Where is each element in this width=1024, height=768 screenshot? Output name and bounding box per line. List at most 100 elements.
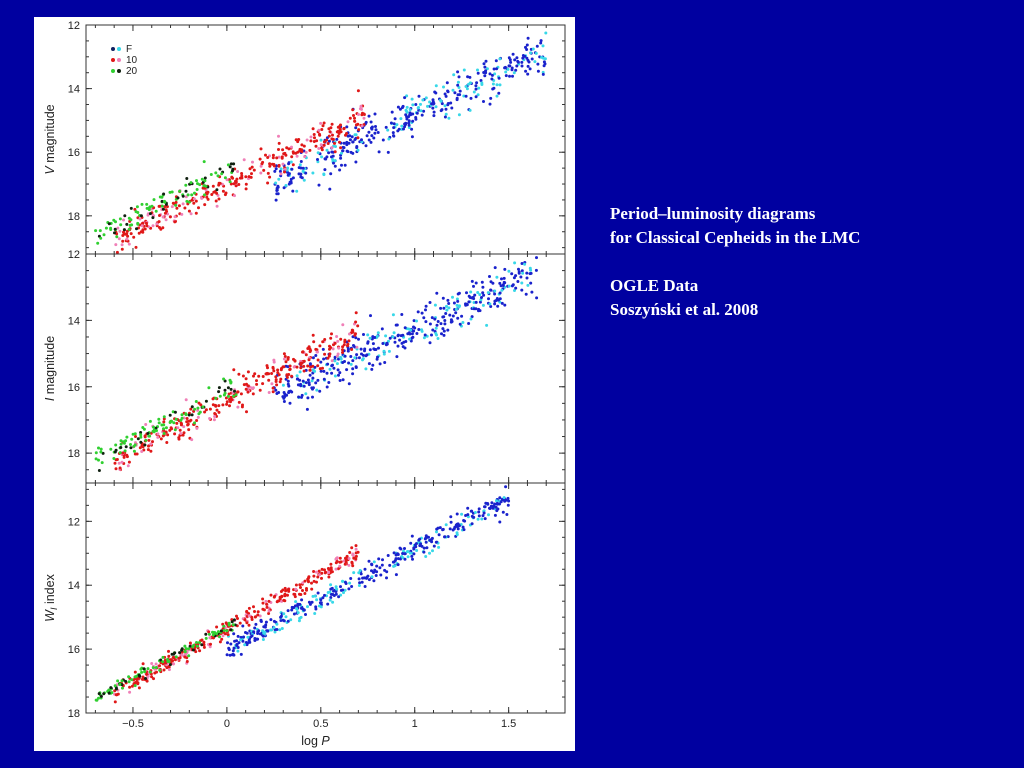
point-10 <box>253 610 256 613</box>
point-F <box>455 531 459 535</box>
point-F <box>367 130 371 134</box>
point-10 <box>223 193 227 197</box>
point-F <box>521 56 525 60</box>
point-20 <box>129 218 133 222</box>
point-F <box>354 160 358 164</box>
point-20 <box>214 171 218 175</box>
point-10 <box>226 633 230 637</box>
point-10 <box>183 206 187 210</box>
point-F <box>497 91 501 95</box>
point-F <box>467 294 471 298</box>
point-10 <box>303 155 307 159</box>
point-20 <box>120 683 124 687</box>
point-10 <box>173 658 177 662</box>
point-10 <box>306 577 310 581</box>
point-20 <box>142 427 146 431</box>
point-20 <box>119 223 123 227</box>
point-10 <box>341 323 345 327</box>
point-F <box>296 377 300 381</box>
point-20 <box>115 687 118 691</box>
point-F <box>514 286 518 290</box>
point-F <box>443 535 447 539</box>
point-10 <box>283 586 287 590</box>
point-10 <box>141 662 145 666</box>
point-10 <box>314 570 318 574</box>
point-F <box>431 328 435 332</box>
legend-label-10: 10 <box>126 55 138 66</box>
point-F <box>306 378 310 382</box>
point-10 <box>333 341 337 345</box>
point-F <box>348 581 352 585</box>
point-F <box>380 327 384 331</box>
point-F <box>523 262 527 266</box>
point-20 <box>140 670 144 674</box>
point-F <box>365 353 369 357</box>
point-F <box>226 641 229 645</box>
point-10 <box>208 636 212 640</box>
point-20 <box>113 684 117 688</box>
point-F <box>445 81 449 85</box>
point-F <box>403 346 407 350</box>
point-10 <box>271 390 275 394</box>
point-10 <box>121 451 125 455</box>
point-F <box>524 292 528 296</box>
point-F <box>455 96 459 100</box>
point-10 <box>215 625 219 629</box>
point-20 <box>148 670 152 674</box>
point-10 <box>304 150 308 154</box>
point-F <box>517 270 521 274</box>
point-F <box>306 396 310 400</box>
point-F <box>458 304 461 308</box>
series-10 <box>114 89 366 254</box>
point-F <box>535 296 539 300</box>
point-10 <box>316 358 320 362</box>
point-20 <box>198 410 202 414</box>
point-20 <box>144 677 147 680</box>
point-10 <box>258 614 262 618</box>
point-10 <box>346 342 350 346</box>
point-10 <box>341 348 344 352</box>
point-F <box>535 256 538 260</box>
point-10 <box>315 350 319 354</box>
point-F <box>469 290 473 294</box>
point-F <box>424 540 428 544</box>
point-20 <box>190 405 194 409</box>
point-F <box>382 352 386 356</box>
point-10 <box>250 615 254 619</box>
point-F <box>317 183 321 187</box>
point-10 <box>336 339 340 343</box>
point-10 <box>267 378 271 382</box>
point-10 <box>195 426 199 430</box>
point-10 <box>335 556 339 560</box>
point-F <box>328 187 332 191</box>
point-F <box>474 87 478 91</box>
point-20 <box>230 620 234 624</box>
point-F <box>422 546 426 550</box>
point-10 <box>311 333 315 337</box>
point-F <box>458 322 462 326</box>
point-10 <box>150 675 154 679</box>
point-F <box>311 376 315 380</box>
point-F <box>454 307 458 311</box>
point-10 <box>288 364 292 368</box>
point-F <box>366 333 370 337</box>
point-10 <box>291 163 295 167</box>
point-F <box>489 96 493 100</box>
point-F <box>405 94 409 98</box>
point-F <box>405 109 409 113</box>
point-F <box>354 365 358 369</box>
point-10 <box>146 448 150 452</box>
point-F <box>287 162 291 166</box>
point-10 <box>261 601 265 605</box>
point-20 <box>116 679 120 683</box>
point-20 <box>228 165 232 169</box>
point-20 <box>162 415 166 419</box>
point-20 <box>193 191 196 195</box>
point-F <box>504 485 508 489</box>
point-F <box>498 57 502 61</box>
point-F <box>290 167 294 171</box>
point-F <box>468 75 472 79</box>
point-10 <box>180 422 183 426</box>
point-F <box>284 615 288 619</box>
point-10 <box>225 400 229 404</box>
